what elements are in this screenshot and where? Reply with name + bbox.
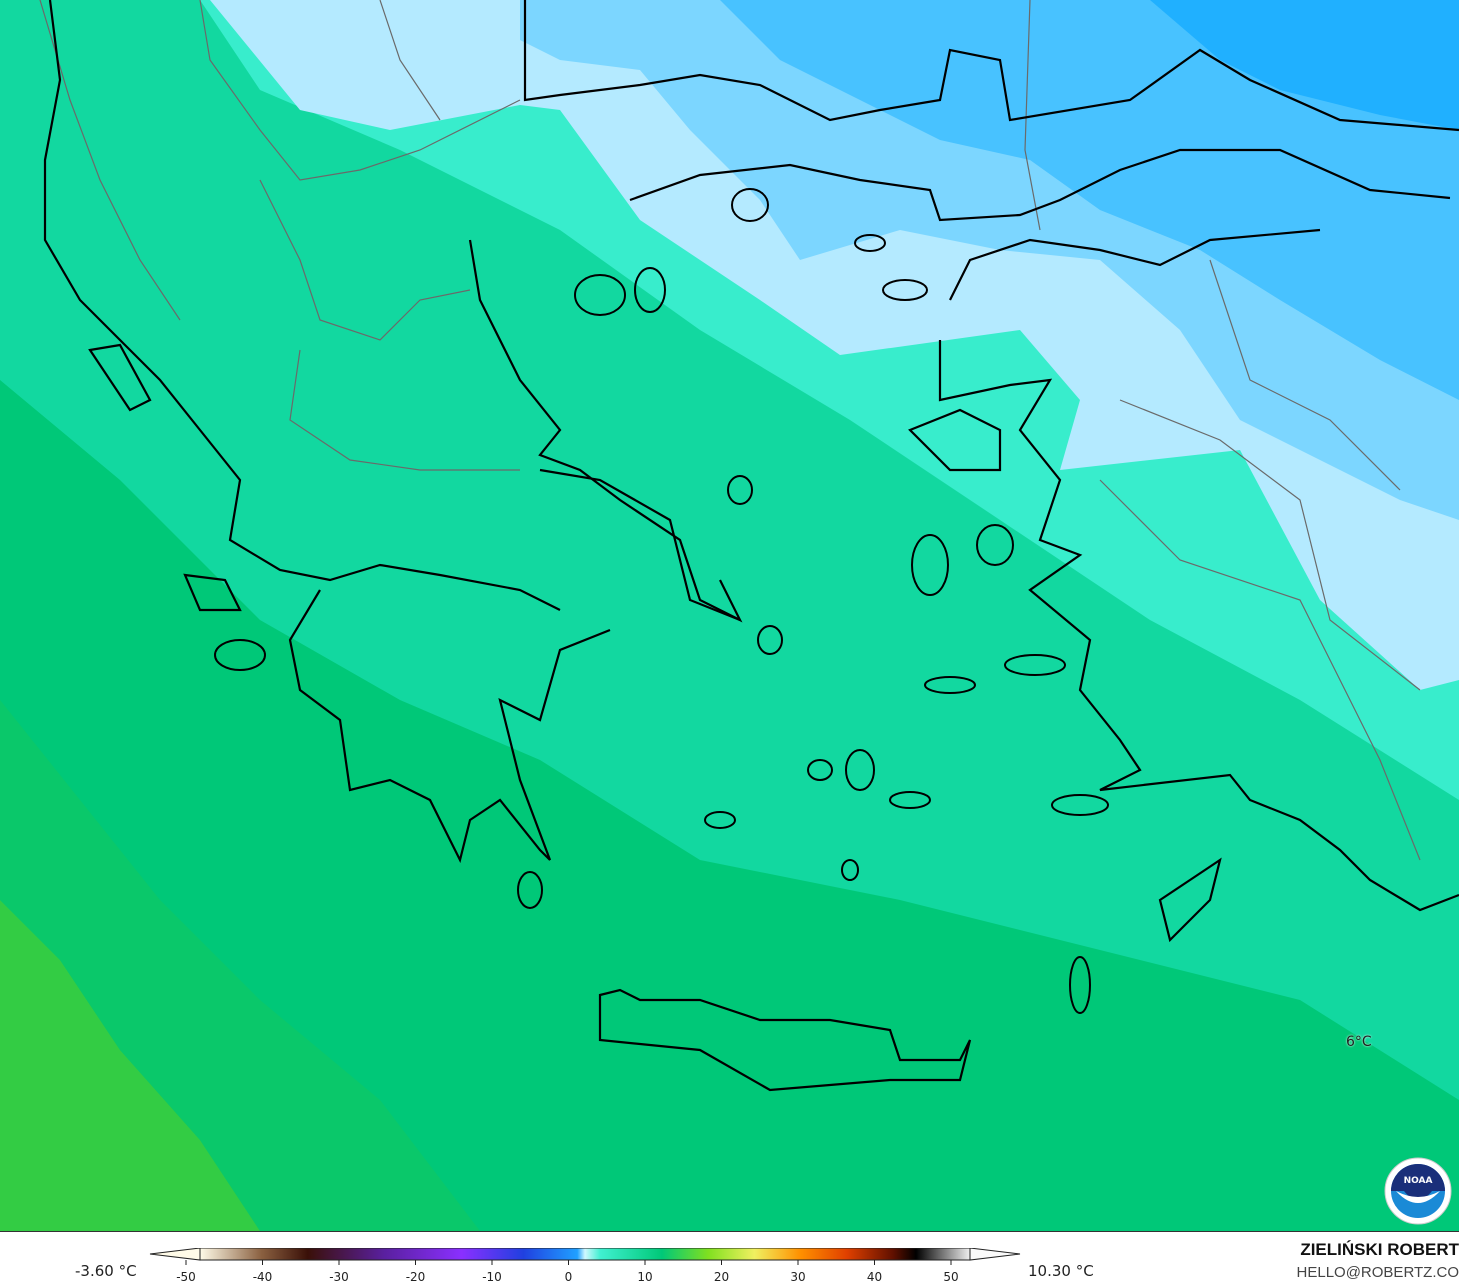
scale-tick-label: -30 [329,1270,349,1284]
band-blue [720,0,1459,400]
noaa-logo: NOAA [1384,1157,1452,1225]
author-credit: ZIELIŃSKI ROBERT [1300,1240,1459,1259]
scale-tick-label: 50 [943,1270,958,1284]
max-value-label: 10.30 °C [1028,1262,1094,1280]
color-scale-bar: -50 -40 -30 -20 -10 0 10 20 30 40 50 [149,1248,1021,1284]
lesbos [908,408,1002,472]
coastlines [43,0,1459,1092]
crete [598,988,972,1092]
scale-tick-label: 30 [790,1270,805,1284]
scale-tick-label: -20 [406,1270,426,1284]
band-green-mid [0,700,480,1231]
temperature-map: 6°C NOAA [0,0,1459,1231]
band-deep-blue [1150,0,1459,130]
contour-label: 6°C [1346,1034,1372,1050]
scale-tick-label: 40 [867,1270,882,1284]
kefalonia [183,573,242,612]
corfu [88,343,152,412]
islands [214,188,1109,1014]
author-email: HELLO@ROBERTZ.CO [1296,1264,1459,1281]
rhodes [1158,857,1222,943]
scale-tick-label: 0 [565,1270,573,1284]
map-canvas [0,0,1459,1231]
band-warm-green [0,900,260,1231]
anatolia-west-coast [938,340,1459,912]
balkan-coast [43,0,561,611]
scale-tick-label: -40 [253,1270,273,1284]
svg-text:NOAA: NOAA [1404,1176,1433,1186]
country-borders [39,0,1421,861]
scale-tick-label: 20 [714,1270,729,1284]
marmara-south [949,228,1321,301]
scale-ticks: -50 -40 -30 -20 -10 0 10 20 30 40 50 [176,1260,959,1284]
black-sea-coast [523,0,1459,132]
north-aegean-coast [468,239,743,623]
min-value-label: -3.60 °C [75,1262,137,1280]
marmara-coast [629,148,1451,222]
scale-tick-label: -10 [482,1270,502,1284]
legend-footer: -3.60 °C -50 -40 -30 -20 -10 0 10 20 30 40 50 10.3… [0,1231,1459,1288]
euboea [539,468,741,622]
scale-tick-label: 10 [637,1270,652,1284]
scale-tick-label: -50 [176,1270,196,1284]
peloponnese [288,589,611,864]
